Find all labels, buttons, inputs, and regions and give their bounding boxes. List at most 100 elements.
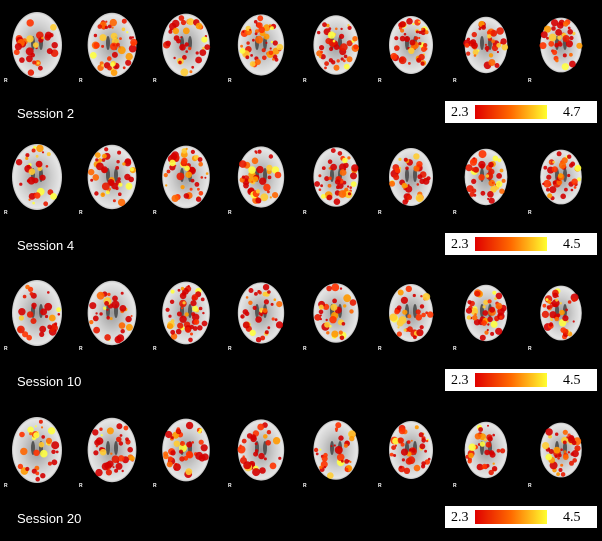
- activation: [163, 173, 168, 178]
- brain-slice: [12, 12, 62, 78]
- activation: [185, 147, 188, 150]
- activation: [192, 305, 199, 312]
- activation: [398, 56, 407, 65]
- activation: [110, 62, 115, 67]
- activation: [349, 299, 357, 306]
- orientation-label: R: [79, 210, 83, 216]
- activation: [421, 461, 426, 466]
- activation: [242, 30, 245, 33]
- activation: [118, 192, 122, 196]
- activation: [488, 59, 496, 66]
- orientation-label: R: [79, 483, 83, 489]
- activation: [350, 172, 357, 180]
- activation: [97, 158, 103, 163]
- activation: [255, 35, 263, 44]
- activation: [266, 164, 273, 171]
- activation: [247, 188, 252, 193]
- activation: [40, 308, 48, 316]
- activation: [115, 166, 120, 170]
- activation: [553, 446, 561, 454]
- brain-slice: [162, 145, 210, 209]
- activation: [123, 425, 129, 431]
- activation: [26, 35, 34, 43]
- activation: [121, 469, 124, 473]
- activation: [95, 312, 98, 315]
- activation: [545, 298, 549, 302]
- activation: [342, 59, 346, 63]
- activation: [185, 468, 193, 476]
- activation: [111, 300, 120, 309]
- activation: [350, 181, 357, 188]
- activation: [339, 169, 347, 176]
- activation: [198, 306, 203, 311]
- activation: [167, 456, 173, 462]
- activation: [176, 311, 182, 317]
- activation: [396, 331, 402, 337]
- activation: [26, 334, 32, 341]
- activation: [111, 26, 114, 29]
- activation: [239, 447, 242, 450]
- activation: [36, 61, 40, 65]
- activation: [254, 292, 258, 296]
- activation: [571, 178, 578, 185]
- activation: [313, 447, 319, 453]
- activation: [192, 313, 200, 321]
- activation: [25, 284, 30, 290]
- orientation-label: R: [378, 78, 382, 84]
- activation: [406, 320, 411, 325]
- activation: [568, 435, 575, 441]
- activation: [424, 459, 430, 465]
- activation: [485, 441, 492, 448]
- activation: [89, 320, 94, 325]
- activation: [317, 30, 321, 35]
- colorbar-max: 4.5: [563, 373, 581, 388]
- activation: [464, 43, 470, 48]
- activation: [170, 152, 178, 160]
- activation: [465, 164, 473, 172]
- activation: [195, 451, 204, 460]
- activation: [184, 42, 189, 47]
- activation: [198, 439, 204, 445]
- activation: [124, 158, 132, 165]
- activation: [248, 300, 253, 305]
- activation: [111, 455, 120, 464]
- brain-slice: [540, 285, 582, 341]
- activation: [570, 161, 576, 167]
- activation: [188, 46, 192, 51]
- activation: [112, 466, 115, 469]
- activation: [468, 443, 476, 451]
- activation: [403, 157, 408, 162]
- activation: [406, 18, 413, 25]
- activation: [254, 32, 258, 36]
- activation: [201, 36, 208, 43]
- activation: [551, 302, 554, 305]
- activation: [243, 461, 252, 470]
- activation: [182, 288, 189, 295]
- activation: [239, 160, 247, 168]
- activation: [324, 66, 327, 70]
- activation: [270, 40, 274, 44]
- activation: [35, 154, 39, 158]
- activation: [331, 330, 339, 338]
- activation: [110, 69, 118, 76]
- activation: [242, 309, 249, 315]
- colorbar-max: 4.5: [563, 510, 581, 525]
- activation: [324, 321, 331, 328]
- activation: [411, 448, 416, 453]
- activation: [415, 309, 421, 315]
- activation: [47, 291, 50, 294]
- activation: [569, 52, 573, 57]
- activation: [327, 31, 336, 39]
- activation: [117, 46, 126, 55]
- activation: [484, 449, 490, 456]
- activation: [117, 198, 126, 207]
- activation: [265, 440, 272, 446]
- activation: [197, 187, 200, 191]
- activation: [557, 35, 562, 40]
- activation: [201, 320, 208, 327]
- activation: [103, 306, 107, 310]
- activation: [89, 302, 97, 310]
- activation: [271, 317, 275, 321]
- activation: [165, 307, 170, 312]
- activation: [117, 177, 121, 181]
